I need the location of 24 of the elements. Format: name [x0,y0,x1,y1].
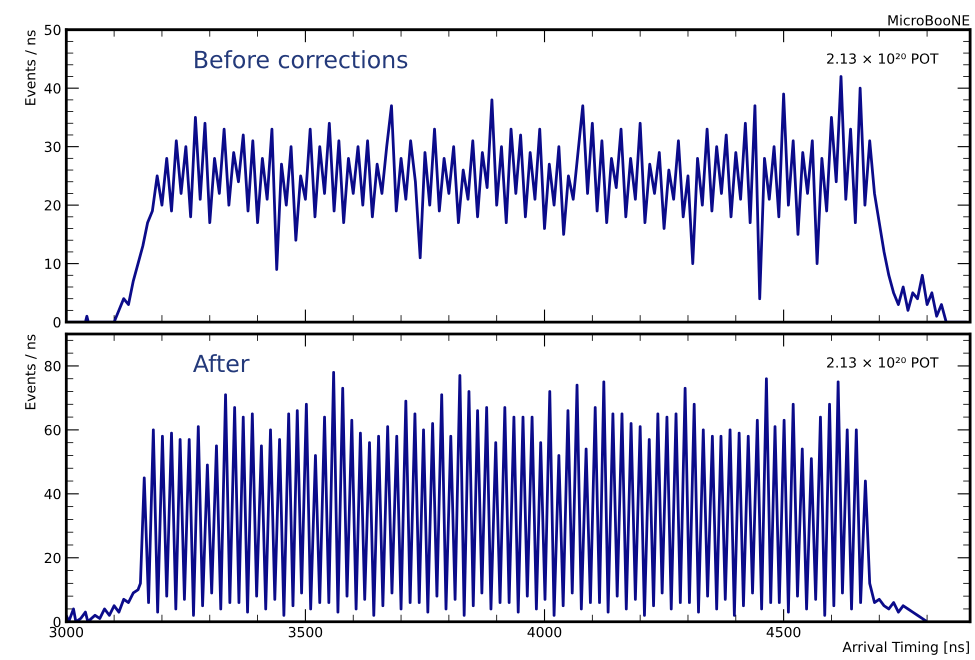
y-tick-label: 30 [44,142,61,152]
y-axis-title: Events / ns [25,334,37,410]
y-tick-label: 40 [44,83,61,94]
y-tick-label: 40 [44,488,61,500]
y-tick-label: 50 [44,24,61,36]
y-tick-label: 10 [45,258,61,270]
x-tick-label: 4000 [528,626,562,638]
annotation: 2.13 × 10²⁰ POT [827,357,939,368]
y-axis-title: Events / ns [25,30,37,105]
y-tick-label: 20 [44,200,61,211]
annotation: Before corrections [195,50,408,68]
text: MicroBooNE [888,14,970,26]
x-tick-label: 3500 [288,626,322,638]
y-tick-label: 80 [44,360,61,372]
y-tick-label: 0 [54,616,61,628]
y-tick-label: 20 [44,552,61,564]
annotation: 2.13 × 10²⁰ POT [827,53,939,64]
annotation: After [193,354,250,372]
line-series [66,370,928,622]
x-tick-label: 3000 [50,626,84,638]
x-tick-label: 4500 [766,626,800,638]
y-tick-label: 60 [44,424,61,436]
y-tick-label: 0 [54,317,61,328]
x-axis-title: Arrival Timing [ns] [842,641,969,655]
